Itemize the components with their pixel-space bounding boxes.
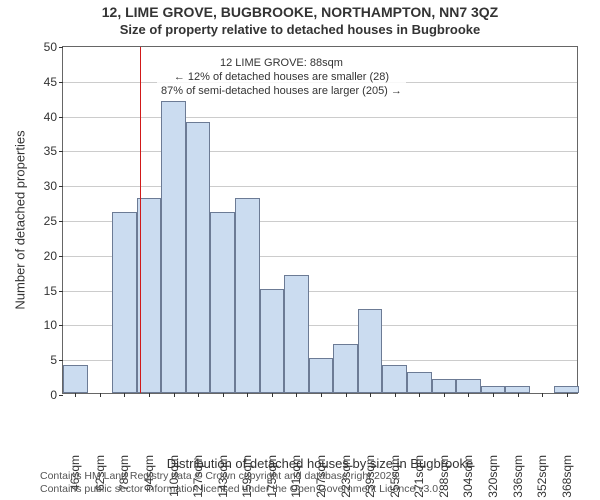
bar [554,386,579,393]
ytick-mark [59,47,63,48]
xtick-mark [100,393,101,397]
ytick-label: 45 [44,75,57,89]
footer-line-1: Contains HM Land Registry data © Crown c… [40,470,441,483]
annotation-line-2: ← 12% of detached houses are smaller (28… [161,71,402,85]
xtick-mark [75,393,76,397]
xtick-mark [419,393,420,397]
bar [260,289,285,393]
bar [358,309,383,393]
footer: Contains HM Land Registry data © Crown c… [40,470,441,496]
xtick-mark [124,393,125,397]
xtick-mark [223,393,224,397]
annotation-line-3: 87% of semi-detached houses are larger (… [161,85,402,99]
bar [63,365,88,393]
ytick-label: 0 [50,388,57,402]
ytick-mark [59,256,63,257]
annotation-line-1: 12 LIME GROVE: 88sqm [161,57,402,71]
xtick-mark [247,393,248,397]
x-axis-label: Distribution of detached houses by size … [62,456,578,471]
xtick-mark [567,393,568,397]
y-axis-label: Number of detached properties [13,46,28,394]
bar [481,386,506,393]
ytick-label: 35 [44,144,57,158]
ytick-label: 30 [44,179,57,193]
xtick-mark [272,393,273,397]
reference-line [140,47,141,393]
bar [333,344,358,393]
ytick-label: 5 [50,353,57,367]
ytick-mark [59,360,63,361]
figure: 12, LIME GROVE, BUGBROOKE, NORTHAMPTON, … [0,0,600,500]
bar [432,379,457,393]
ytick-label: 20 [44,249,57,263]
ytick-mark [59,325,63,326]
ytick-mark [59,291,63,292]
xtick-mark [346,393,347,397]
chart-title-line2: Size of property relative to detached ho… [0,22,600,37]
bar [210,212,235,393]
ytick-label: 40 [44,110,57,124]
ytick-mark [59,82,63,83]
xtick-mark [395,393,396,397]
xtick-mark [542,393,543,397]
bar [186,122,211,393]
bar [161,101,186,393]
xtick-mark [518,393,519,397]
annotation-box: 12 LIME GROVE: 88sqm ← 12% of detached h… [157,55,406,100]
xtick-mark [370,393,371,397]
bar [284,275,309,393]
bar [112,212,137,393]
ytick-mark [59,186,63,187]
plot-area: 12 LIME GROVE: 88sqm ← 12% of detached h… [62,46,578,394]
ytick-label: 15 [44,284,57,298]
bar [309,358,334,393]
xtick-mark [493,393,494,397]
ytick-mark [59,117,63,118]
bar [235,198,260,393]
xtick-mark [468,393,469,397]
chart-title-line1: 12, LIME GROVE, BUGBROOKE, NORTHAMPTON, … [0,4,600,20]
xtick-mark [149,393,150,397]
ytick-mark [59,151,63,152]
ytick-label: 25 [44,214,57,228]
bar [382,365,407,393]
xtick-mark [198,393,199,397]
xtick-mark [321,393,322,397]
footer-line-2: Contains public sector information licen… [40,483,441,496]
ytick-label: 10 [44,318,57,332]
xtick-mark [444,393,445,397]
bar [505,386,530,393]
ytick-mark [59,395,63,396]
xtick-mark [174,393,175,397]
ytick-label: 50 [44,40,57,54]
ytick-mark [59,221,63,222]
xtick-mark [296,393,297,397]
bar [456,379,481,393]
bar [407,372,432,393]
